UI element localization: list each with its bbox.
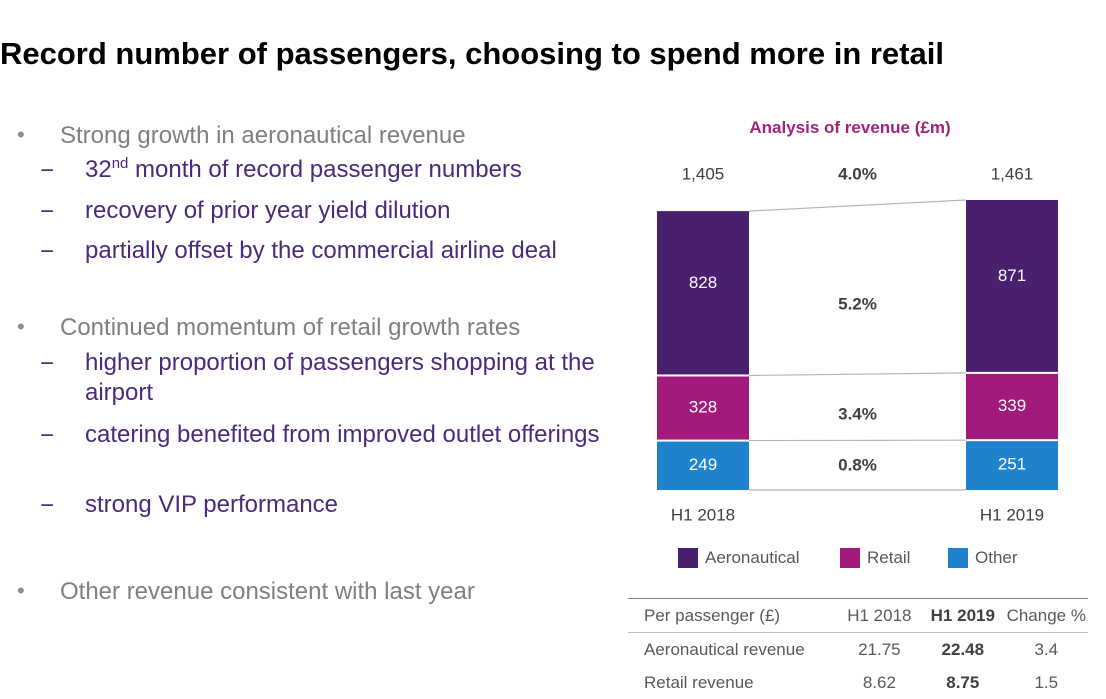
table-header-row: Per passenger (£) H1 2018 H1 2019 Change… [628,599,1088,633]
bullet-other: Other revenue consistent with last year [60,578,475,606]
bar-value-label: 871 [998,266,1026,285]
dash-marker: − [40,492,54,520]
table-cell: 21.75 [838,633,921,667]
sub-bullet-airline-deal: partially offset by the commercial airli… [85,236,605,266]
dash-marker: − [40,422,54,450]
total-label: 1,405 [682,164,725,183]
table-cell: 22.48 [921,633,1004,667]
legend-label: Retail [867,548,910,568]
change-label-retail: 3.4% [838,404,877,423]
bar-value-label: 249 [689,455,717,474]
dash-marker: − [40,157,54,185]
table-cell: 1.5 [1005,666,1088,699]
legend-item-aeronautical: Aeronautical [678,548,800,568]
table-header: Per passenger (£) [628,599,838,633]
table-cell: Retail revenue [628,666,838,699]
sub-bullet-shopping: higher proportion of passengers shopping… [85,348,605,408]
table-cell: 3.4 [1005,633,1088,667]
table-cell: 8.75 [921,666,1004,699]
dash-marker: − [40,198,54,226]
dash-marker: − [40,238,54,266]
legend-label: Other [975,548,1018,568]
bar-value-label: 339 [998,396,1026,415]
change-label-total: 4.0% [838,164,877,183]
bullet-aeronautical: Strong growth in aeronautical revenue [60,122,466,150]
table-row: Retail revenue 8.62 8.75 1.5 [628,666,1088,699]
page-title: Record number of passengers, choosing to… [0,36,1100,72]
bullet-retail: Continued momentum of retail growth rate… [60,314,520,342]
bar-value-label: 328 [689,398,717,417]
dash-marker: − [40,350,54,378]
legend-item-retail: Retail [840,548,910,568]
legend-item-other: Other [948,548,1018,568]
table-header: H1 2018 [838,599,921,633]
connector-line-0 [749,200,966,211]
bullet-marker: • [17,314,25,340]
total-label: 1,461 [991,164,1034,183]
bar-value-label: 828 [689,273,717,292]
table-cell: Aeronautical revenue [628,633,838,667]
category-label: H1 2018 [671,505,735,524]
legend-swatch-other [948,548,968,568]
revenue-chart: 249 328 828 1,405 H1 2018 251 339 871 1,461 H1 20… [620,150,1090,540]
bar-aeronautical-h1-2019 [966,200,1058,372]
sub-bullet-vip: strong VIP performance [85,490,605,520]
table-cell: 8.62 [838,666,921,699]
legend-swatch-aeronautical [678,548,698,568]
sub-bullet-yield: recovery of prior year yield dilution [85,196,605,226]
change-label-other: 0.8% [838,455,877,474]
bar-value-label: 251 [998,455,1026,474]
table-header: H1 2019 [921,599,1004,633]
bullet-marker: • [17,122,25,148]
per-passenger-table: Per passenger (£) H1 2018 H1 2019 Change… [628,598,1088,699]
table-row: Aeronautical revenue 21.75 22.48 3.4 [628,633,1088,667]
bar-aeronautical-h1-2018 [657,211,749,374]
table-header: Change % [1005,599,1088,633]
connector-line-1 [749,373,966,376]
chart-title: Analysis of revenue (£m) [700,118,1000,138]
legend-swatch-retail [840,548,860,568]
change-label-aeronautical: 5.2% [838,294,877,313]
category-label: H1 2019 [980,505,1044,524]
sub-bullet-catering: catering benefited from improved outlet … [85,420,605,450]
sub-bullet-record-months: 32nd month of record passenger numbers [85,155,605,185]
legend-label: Aeronautical [705,548,800,568]
bullet-marker: • [17,578,25,604]
